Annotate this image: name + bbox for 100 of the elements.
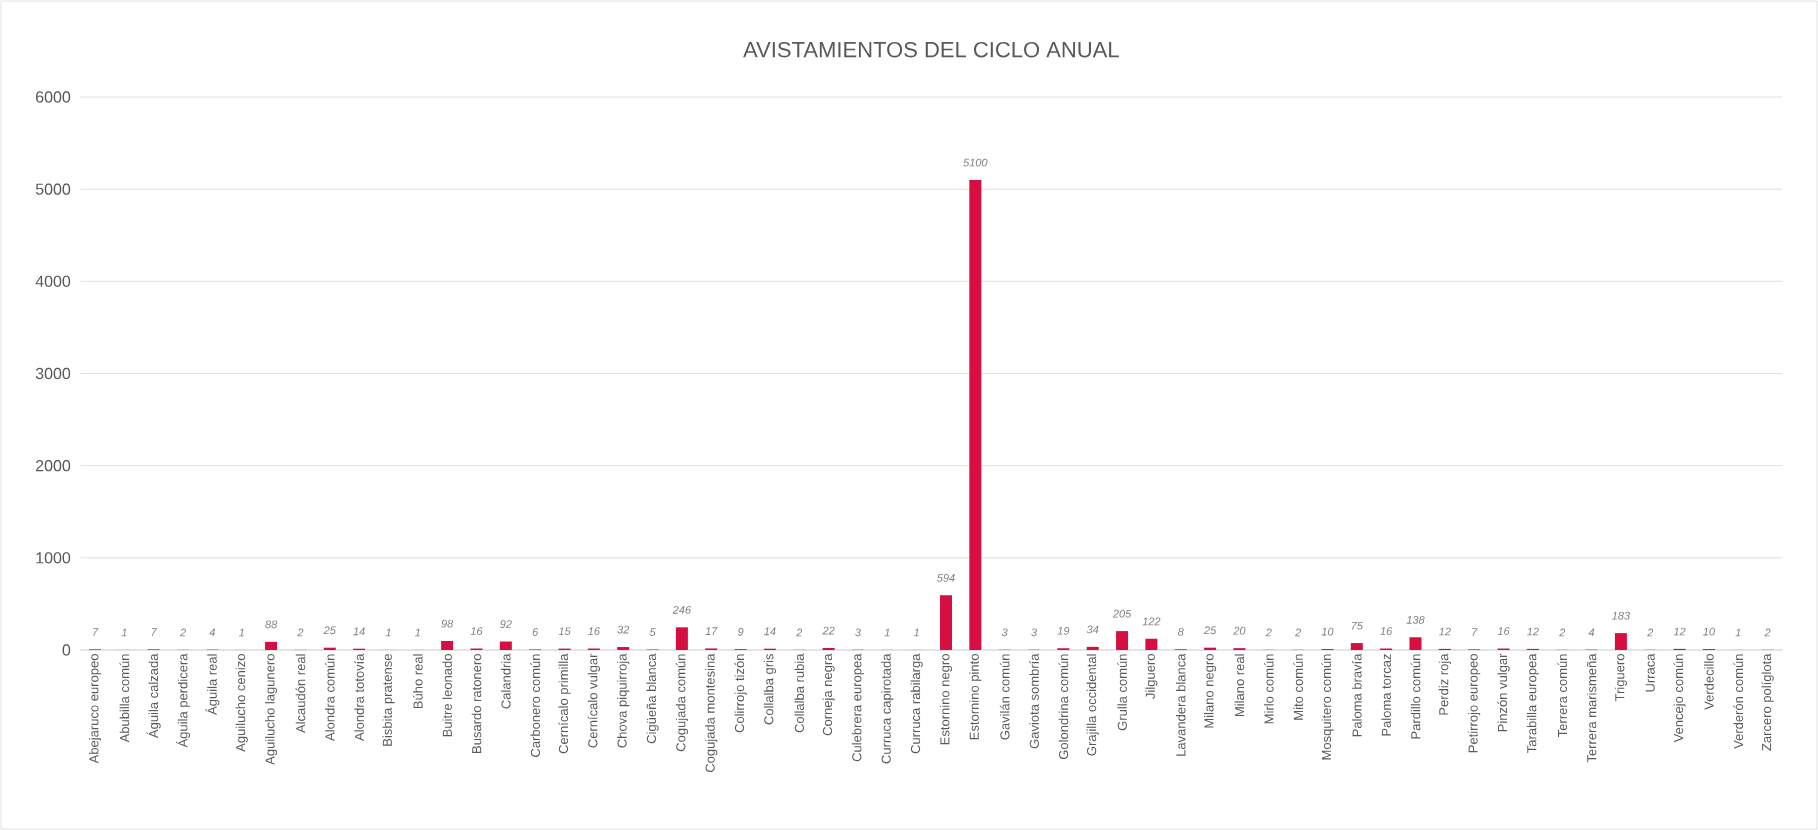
bar [441, 640, 454, 650]
chart-title: AVISTAMIENTOS DEL CICLO ANUAL [743, 41, 1119, 58]
data-label: 594 [937, 573, 955, 582]
y-tick-label: 2000 [36, 460, 71, 472]
data-label: 10 [1703, 627, 1715, 636]
x-tick-label: Cernícalo vulgar [587, 653, 600, 748]
x-tick-label: Cogujada común [675, 654, 689, 752]
bar [265, 641, 278, 650]
y-tick-label: 1000 [36, 552, 71, 564]
y-tick-label: 4000 [35, 275, 71, 287]
data-label: 3 [1001, 628, 1008, 637]
data-label: 205 [1112, 609, 1132, 618]
data-label: 5100 [963, 158, 988, 167]
data-label: 88 [265, 620, 278, 629]
data-label: 12 [1439, 627, 1451, 636]
data-label: 183 [1612, 611, 1630, 620]
data-label: 1 [385, 628, 391, 637]
data-label: 9 [737, 627, 744, 636]
bar [499, 641, 512, 650]
x-tick-label: Estornino pinto [969, 654, 982, 740]
bar [617, 647, 630, 650]
data-label: 92 [500, 620, 512, 628]
x-tick-label: Mito común [1293, 654, 1303, 720]
bar [939, 595, 952, 650]
bar [1409, 637, 1422, 650]
x-tick-label: Curruca rabilarga [910, 653, 923, 754]
x-tick-label: Jilguero [1145, 654, 1158, 699]
data-label: 75 [1351, 621, 1363, 630]
data-label: 1 [1735, 628, 1741, 637]
y-tick-label: 5000 [35, 183, 71, 195]
x-tick-label: Busardo ratonero [471, 654, 482, 753]
x-tick-label: Triguero [1614, 654, 1627, 702]
data-label: 8 [1177, 627, 1184, 636]
data-label: 1 [121, 628, 127, 637]
x-tick-label: Verderón común [1733, 654, 1744, 749]
data-label: 3 [855, 628, 861, 637]
data-label: 1 [913, 628, 919, 637]
x-tick-label: Paloma torcaz [1381, 654, 1391, 736]
data-label: 7 [151, 628, 158, 636]
x-tick-label: Corneja negra [822, 653, 835, 736]
data-label: 7 [1472, 628, 1478, 636]
x-tick-label: Chova piquirroja [617, 653, 630, 748]
data-label: 98 [441, 619, 454, 628]
data-label: 4 [1588, 628, 1595, 637]
data-label: 16 [1380, 627, 1393, 635]
x-tick-label: Águila real [205, 654, 220, 715]
data-label: 2 [1647, 628, 1654, 637]
x-tick-label: Gaviota sombría [1029, 653, 1039, 749]
x-tick-label: Petirrojo europeo [1468, 654, 1481, 753]
x-tick-label: Abejaruco europeo [88, 654, 102, 764]
data-label: 2 [796, 628, 803, 637]
x-tick-label: Mirlo común [1263, 654, 1274, 724]
x-tick-label: Grulla común [1117, 654, 1127, 731]
data-label: 7 [93, 628, 99, 636]
data-label: 3 [1031, 628, 1037, 637]
x-tick-label: Pardillo común [1410, 654, 1421, 739]
bar [675, 627, 688, 650]
data-label: 2 [1764, 628, 1771, 637]
data-label: 15 [558, 627, 571, 636]
data-label: 12 [1527, 627, 1539, 636]
x-tick-label: Tarabilla europea [1526, 653, 1539, 753]
x-tick-label: Golondrina común [1058, 654, 1069, 760]
data-label: 1 [884, 628, 890, 637]
x-tick-label: Pinzón vulgar [1497, 653, 1510, 732]
x-tick-label: Carbonero común [530, 654, 541, 757]
x-tick-label: Collalba gris [763, 654, 776, 725]
x-tick-label: Terrera común [1557, 654, 1568, 738]
bar [822, 647, 835, 650]
data-label: 2 [179, 628, 186, 637]
data-label: 20 [1233, 626, 1246, 635]
x-tick-label: Urraca [1645, 653, 1655, 692]
x-tick-label: Paloma bravía [1351, 653, 1362, 737]
data-label: 16 [1497, 627, 1510, 635]
data-label: 2 [1559, 628, 1566, 637]
data-label: 19 [1057, 626, 1070, 635]
data-label: 138 [1406, 615, 1425, 624]
data-label: 122 [1142, 617, 1161, 626]
x-tick-label: Buitre leonado [442, 654, 452, 737]
bar [1086, 646, 1099, 650]
data-label: 32 [617, 625, 630, 634]
x-tick-label: Grajilla occidental [1086, 654, 1099, 756]
data-label: 246 [672, 606, 692, 614]
x-tick-label: Perdiz roja [1438, 653, 1451, 715]
y-tick-label: 0 [62, 644, 71, 656]
y-tick-label: 6000 [36, 91, 71, 103]
x-tick-label: Lavandera blanca [1175, 653, 1186, 756]
bar [1614, 633, 1627, 650]
bar [1116, 631, 1129, 650]
x-tick-label: Mosquitero común [1321, 654, 1334, 760]
x-tick-label: Cernícalo primilla [558, 653, 571, 754]
data-label: 34 [1086, 625, 1099, 634]
x-tick-label: Alondra común [324, 654, 335, 741]
data-label: 22 [822, 626, 835, 635]
data-label: 25 [323, 626, 336, 635]
data-label: 12 [1673, 627, 1686, 636]
x-tick-label: Calandria [501, 653, 511, 709]
x-tick-label: Vencejo común [1673, 654, 1686, 743]
x-tick-label: Collalba rubia [794, 653, 805, 733]
data-label: 10 [1321, 627, 1334, 636]
x-tick-label: Cogujada montesina [705, 653, 718, 773]
